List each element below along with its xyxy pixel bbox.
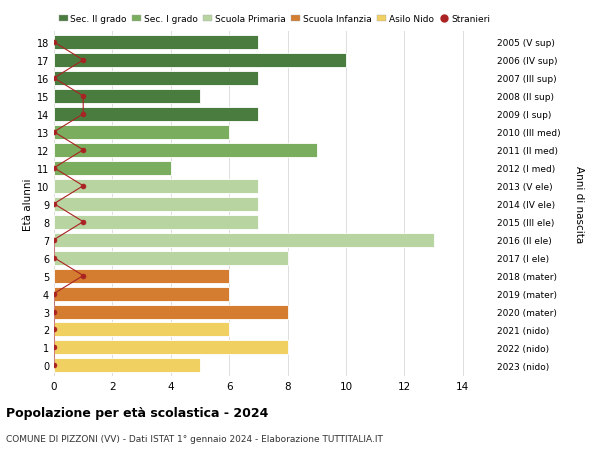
Bar xyxy=(54,358,200,373)
Bar xyxy=(54,323,229,337)
Bar xyxy=(54,144,317,157)
Bar xyxy=(54,269,229,283)
Bar xyxy=(54,126,229,140)
Legend: Sec. II grado, Sec. I grado, Scuola Primaria, Scuola Infanzia, Asilo Nido, Stran: Sec. II grado, Sec. I grado, Scuola Prim… xyxy=(59,15,490,24)
Bar xyxy=(54,107,259,122)
Bar xyxy=(54,90,200,104)
Y-axis label: Anni di nascita: Anni di nascita xyxy=(574,166,584,243)
Bar xyxy=(54,54,346,68)
Bar xyxy=(54,287,229,301)
Text: Popolazione per età scolastica - 2024: Popolazione per età scolastica - 2024 xyxy=(6,406,268,419)
Bar xyxy=(54,215,259,229)
Bar xyxy=(54,36,259,50)
Bar xyxy=(54,72,259,86)
Bar xyxy=(54,162,171,175)
Bar xyxy=(54,197,259,211)
Text: COMUNE DI PIZZONI (VV) - Dati ISTAT 1° gennaio 2024 - Elaborazione TUTTITALIA.IT: COMUNE DI PIZZONI (VV) - Dati ISTAT 1° g… xyxy=(6,434,383,443)
Bar xyxy=(54,305,287,319)
Bar xyxy=(54,251,287,265)
Bar xyxy=(54,233,434,247)
Bar xyxy=(54,341,287,355)
Bar xyxy=(54,179,259,193)
Y-axis label: Età alunni: Età alunni xyxy=(23,178,32,230)
